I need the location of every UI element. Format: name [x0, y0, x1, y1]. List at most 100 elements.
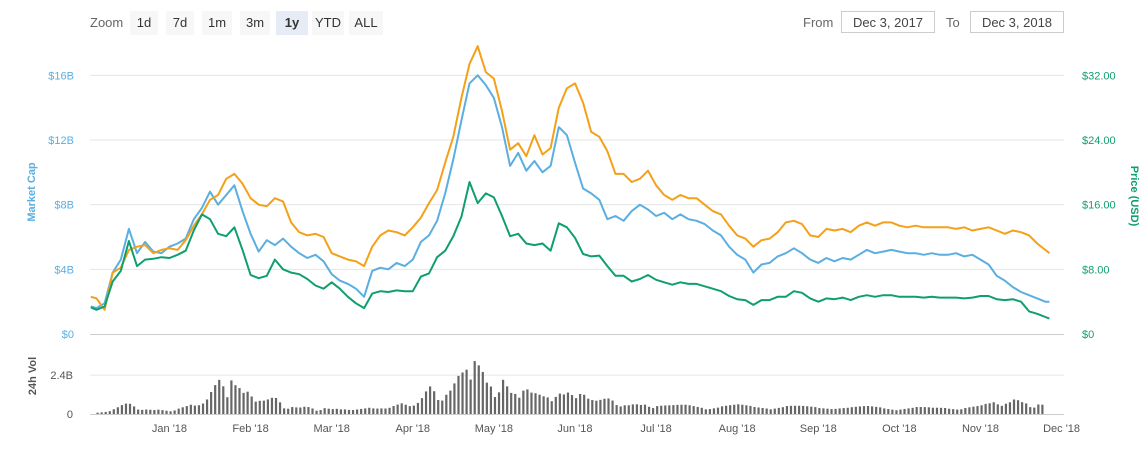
volume-bar [469, 379, 472, 414]
volume-bar [558, 393, 561, 414]
x-tick-label: Mar '18 [314, 423, 350, 435]
volume-bar [891, 409, 894, 414]
zoom-button-1y[interactable]: 1y [276, 11, 308, 35]
volume-bar [972, 406, 975, 414]
volume-bar [392, 406, 395, 414]
volume-bar [514, 393, 517, 414]
volume-bar [457, 375, 460, 414]
volume-bar [372, 408, 375, 414]
price-tick-label: $0 [1082, 329, 1094, 341]
volume-bar [793, 405, 797, 414]
volume-bar [875, 406, 878, 414]
volume-tick-label: 0 [67, 409, 73, 421]
volume-bar [988, 403, 991, 414]
volume-bar [132, 406, 136, 414]
volume-bar [104, 411, 107, 414]
volume-bar [501, 379, 505, 414]
volume-bar [769, 409, 772, 414]
volume-bar [327, 408, 330, 414]
volume-bar [672, 405, 675, 414]
volume-bar [197, 405, 201, 414]
price-tick-label: $8.00 [1082, 264, 1110, 276]
volume-bar [1012, 399, 1016, 414]
market-cap-tick-label: $12B [48, 135, 74, 147]
zoom-button-ytd[interactable]: YTD [312, 11, 344, 35]
volume-bar [177, 408, 180, 414]
price-axis: $0 $8.00 $16.00 $24.00 $32.00 [1082, 70, 1116, 341]
volume-bar [923, 407, 926, 414]
volume-bar [408, 406, 411, 414]
zoom-label: Zoom [90, 15, 124, 30]
zoom-button-3m[interactable]: 3m [240, 11, 270, 35]
volume-bar [295, 407, 298, 414]
zoom-button-1m[interactable]: 1m [202, 11, 232, 35]
volume-bar [931, 407, 935, 414]
price-line [90, 181, 1050, 320]
volume-bar [720, 406, 724, 414]
volume-bar [757, 407, 760, 414]
zoom-button-1d[interactable]: 1d [130, 11, 158, 35]
volume-bar [948, 408, 951, 414]
volume-bar [781, 407, 784, 414]
volume-bar [331, 409, 334, 414]
x-tick-label: May '18 [475, 423, 513, 435]
volume-bar [956, 409, 959, 414]
volume-bar [676, 404, 679, 414]
volume-bar [465, 369, 468, 414]
volume-bar [635, 404, 638, 414]
zoom-button-7d[interactable]: 7d [166, 11, 194, 35]
price-tick-label: $32.00 [1082, 70, 1116, 82]
volume-bar [603, 398, 606, 414]
volume-bar [485, 382, 488, 414]
volume-bar [907, 408, 910, 414]
volume-bar [1021, 402, 1024, 414]
to-label: To [946, 15, 960, 30]
volume-bar [615, 405, 618, 414]
volume-bar [299, 407, 302, 414]
volume-bar [473, 361, 476, 414]
volume-bar [684, 404, 687, 414]
volume-bar [745, 405, 748, 414]
volume-bar [664, 405, 667, 414]
volume-bar [404, 404, 407, 414]
market-cap-line [90, 74, 1050, 310]
volume-bar [506, 386, 509, 414]
volume-bar [1000, 405, 1003, 414]
volume-bar [712, 408, 716, 414]
volume-bar [1004, 403, 1007, 414]
volume-bar [181, 407, 184, 414]
volume-bar [968, 407, 971, 414]
volume-bar [234, 385, 237, 414]
volume-bar [530, 392, 533, 414]
volume-bar [311, 408, 314, 414]
volume-bar [546, 397, 549, 414]
market-cap-line-secondary [90, 45, 1051, 311]
volume-bar [570, 395, 574, 414]
volume-bar [725, 405, 728, 414]
volume-bar [668, 405, 671, 414]
volume-bar [278, 402, 282, 414]
volume-bar [623, 405, 626, 414]
volume-bar [497, 392, 501, 414]
zoom-button-all[interactable]: ALL [349, 11, 383, 35]
from-date-input[interactable] [841, 11, 935, 33]
volume-bar [351, 410, 355, 414]
volume-bar [193, 405, 197, 414]
x-tick-label: Feb '18 [232, 423, 268, 435]
grid-lines [90, 74, 1064, 415]
volume-bar [656, 406, 659, 414]
to-date-input[interactable] [970, 11, 1064, 33]
volume-bar [210, 392, 213, 414]
volume-tick-label: 2.4B [50, 370, 73, 382]
volume-bar [189, 404, 192, 414]
volume-bar [108, 411, 111, 414]
volume-bar [1008, 402, 1012, 414]
x-axis: Jan '18 Feb '18 Mar '18 Apr '18 May '18 Jun '… [152, 423, 1080, 435]
volume-bar [161, 410, 164, 414]
price-tick-label: $16.00 [1082, 200, 1116, 212]
volume-bar [449, 390, 452, 414]
volume-bar [753, 407, 756, 414]
volume-bar [862, 406, 866, 414]
volume-bar [952, 409, 955, 414]
volume-bar [895, 410, 898, 414]
